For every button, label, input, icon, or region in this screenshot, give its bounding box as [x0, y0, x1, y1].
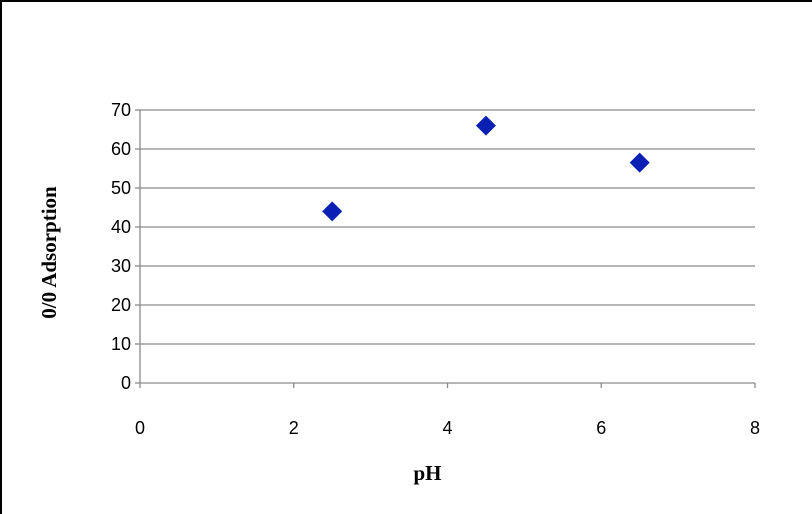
y-tick-label-60: 60	[111, 139, 131, 159]
data-point-3	[629, 152, 650, 173]
data-point-2	[475, 115, 496, 136]
y-tick-labels: 0 10 20 30 40 50 60 70	[111, 100, 131, 393]
y-tick-label-40: 40	[111, 217, 131, 237]
y-axis-title: 0/0 Adsorption	[37, 186, 61, 319]
x-tick-label-6: 6	[596, 418, 606, 438]
axes	[135, 109, 756, 388]
y-tick-label-50: 50	[111, 178, 131, 198]
x-tick-label-2: 2	[289, 418, 299, 438]
gridlines	[140, 109, 755, 345]
y-tick-label-30: 30	[111, 256, 131, 276]
y-tick-label-0: 0	[121, 373, 131, 393]
x-tick-label-4: 4	[442, 418, 452, 438]
data-point-1	[322, 201, 343, 222]
y-tick-label-20: 20	[111, 295, 131, 315]
x-tick-label-8: 8	[750, 418, 760, 438]
x-axis-title: pH	[413, 461, 441, 485]
x-tick-labels: 0 2 4 6 8	[135, 418, 760, 438]
data-points	[322, 115, 650, 222]
x-tick-label-0: 0	[135, 418, 145, 438]
y-tick-label-10: 10	[111, 334, 131, 354]
y-tick-label-70: 70	[111, 100, 131, 120]
